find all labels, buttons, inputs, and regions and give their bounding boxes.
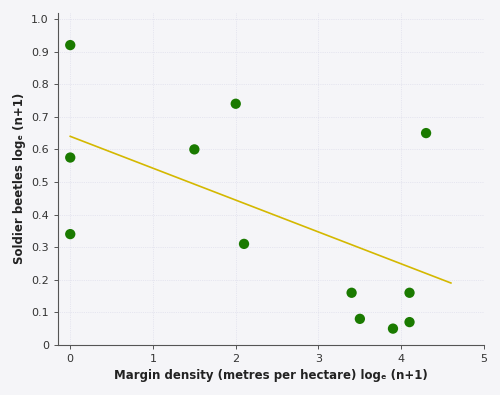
Point: [422, 130, 430, 136]
Point: [66, 42, 74, 48]
Y-axis label: Soldier beetles logₑ (n+1): Soldier beetles logₑ (n+1): [12, 93, 26, 264]
X-axis label: Margin density (metres per hectare) logₑ (n+1): Margin density (metres per hectare) logₑ…: [114, 369, 428, 382]
Point: [66, 154, 74, 161]
Point: [66, 231, 74, 237]
Point: [356, 316, 364, 322]
Point: [406, 319, 413, 325]
Point: [232, 101, 239, 107]
Point: [389, 325, 397, 332]
Point: [190, 146, 198, 152]
Point: [240, 241, 248, 247]
Point: [406, 290, 413, 296]
Point: [348, 290, 356, 296]
